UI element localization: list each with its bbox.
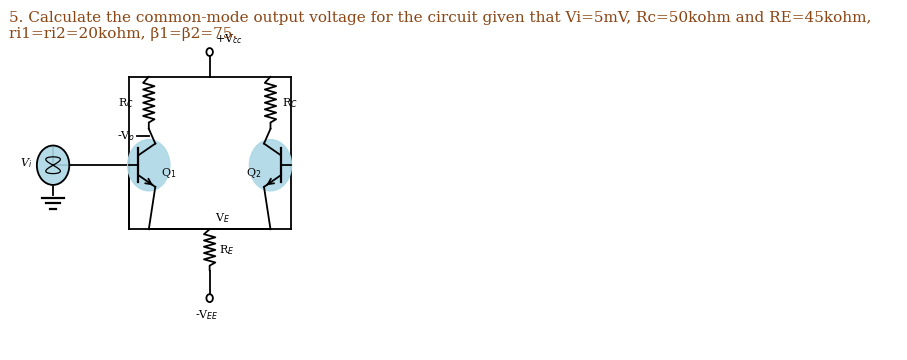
Text: R$_C$: R$_C$ [282,96,297,109]
Text: V$_i$: V$_i$ [20,156,32,170]
Text: -V$_o$: -V$_o$ [117,129,135,143]
Text: -V$_{EE}$: -V$_{EE}$ [195,308,219,322]
Text: V$_E$: V$_E$ [215,211,229,225]
Text: +V$_{cc}$: +V$_{cc}$ [215,32,242,46]
Circle shape [37,145,69,185]
Text: R$_E$: R$_E$ [219,243,235,257]
Text: R$_C$: R$_C$ [118,96,134,109]
Text: Q$_1$: Q$_1$ [161,166,177,180]
Circle shape [249,140,291,191]
Text: Q$_2$: Q$_2$ [246,166,261,180]
Text: 5. Calculate the common-mode output voltage for the circuit given that Vi=5mV, R: 5. Calculate the common-mode output volt… [9,11,872,41]
Circle shape [128,140,170,191]
